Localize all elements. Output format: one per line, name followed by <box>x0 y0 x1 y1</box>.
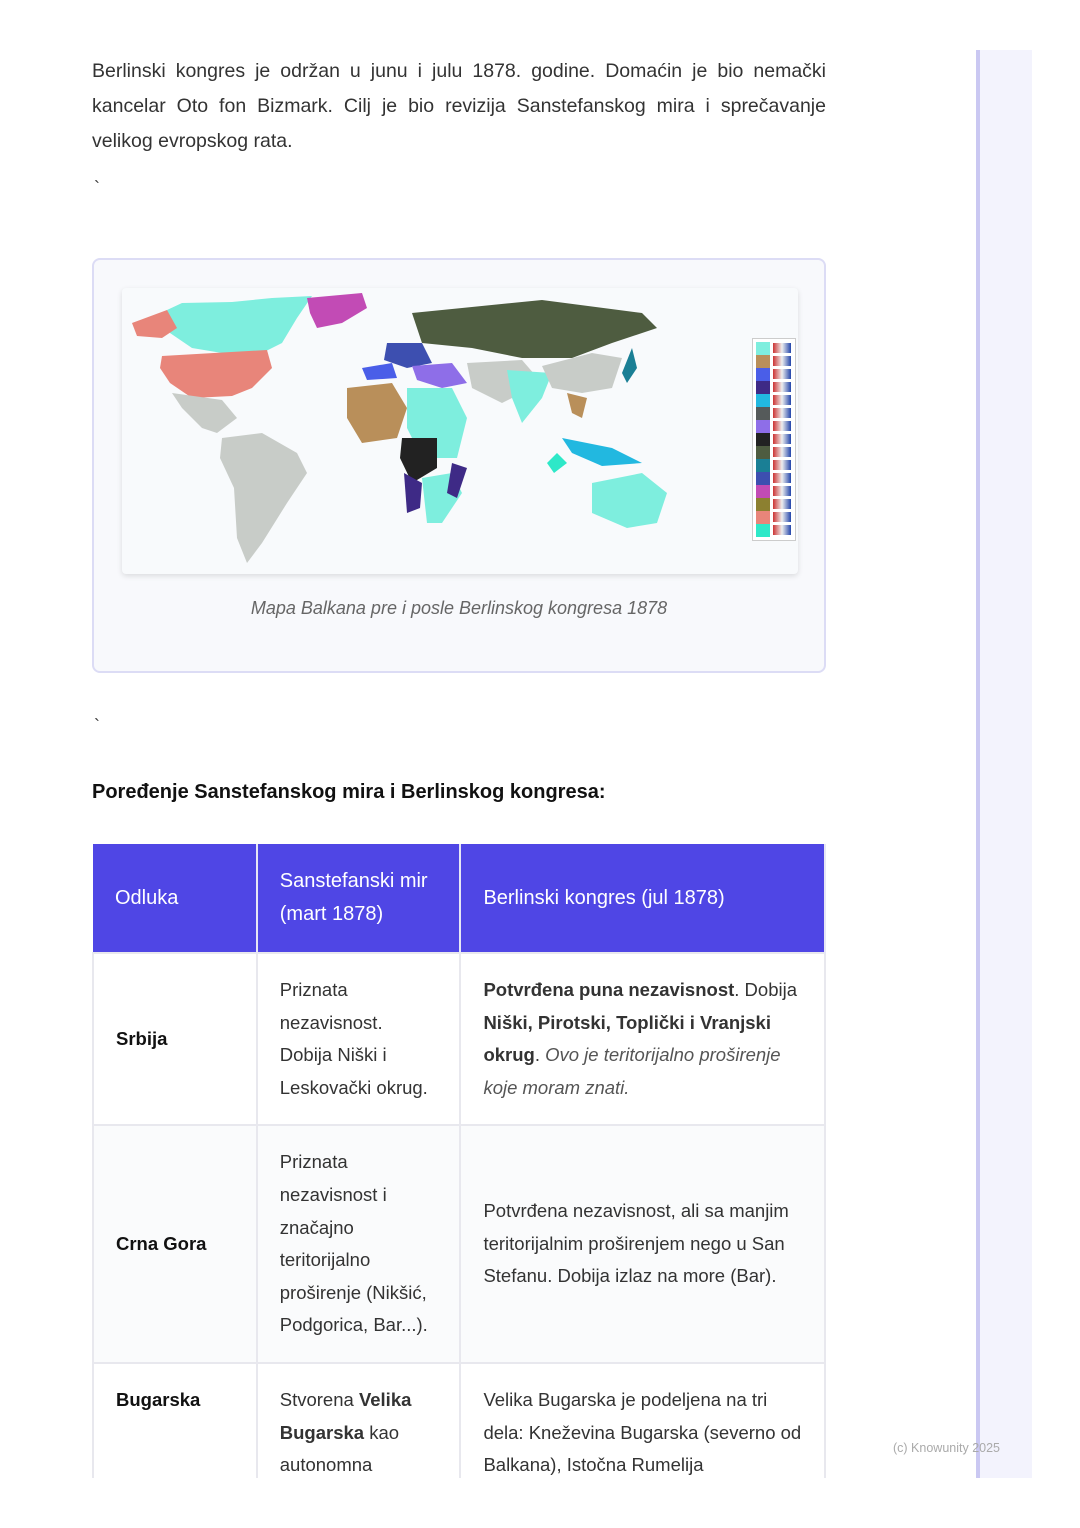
row-key: Bugarska <box>92 1361 258 1478</box>
flag-icon-turkey <box>773 421 791 431</box>
cell-berlin: Potvrđena puna nezavisnost. Dobija Niški… <box>459 951 826 1127</box>
flag-icon-denmark <box>773 486 791 496</box>
flag-icon-russia <box>773 447 791 457</box>
flag-icon-mexico <box>773 525 791 535</box>
table-header-row: Odluka Sanstefanski mir (mart 1878) Berl… <box>93 844 826 953</box>
cell-san-stefano: Priznata nezavisnost. Dobija Niški i Les… <box>255 951 462 1127</box>
backtick: ` <box>94 178 100 198</box>
legend-swatch <box>756 394 770 407</box>
column-header: Odluka <box>93 844 258 953</box>
comparison-table: Odluka Sanstefanski mir (mart 1878) Berl… <box>92 844 826 1478</box>
cell-berlin: Potvrđena nezavisnost, ali sa manjim ter… <box>459 1124 826 1364</box>
legend-entry <box>756 407 792 420</box>
legend-entry <box>756 498 792 511</box>
table-row: Crna Gora Priznata nezavisnost i značajn… <box>92 1124 826 1364</box>
flag-icon-sweden-norway <box>773 499 791 509</box>
flag-icon-portugal <box>773 382 791 392</box>
legend-entry <box>756 472 792 485</box>
flag-icon-spain <box>773 369 791 379</box>
legend-swatch <box>756 511 770 524</box>
intro-paragraph: Berlinski kongres je održan u junu i jul… <box>92 60 826 152</box>
document-content: Berlinski kongres je održan u junu i jul… <box>92 0 826 1478</box>
cell-san-stefano: Stvorena Velika Bugarska kao autonomna <box>255 1361 462 1478</box>
italic-note: Ovo je teritorijalno proširenje koje mor… <box>483 1044 781 1098</box>
text: Stvorena <box>279 1388 359 1410</box>
column-header: Berlinski kongres (jul 1878) <box>460 844 826 953</box>
flag-icon-france <box>773 356 791 366</box>
flag-icon-uk <box>773 343 791 353</box>
legend-swatch <box>756 472 770 485</box>
row-key: Crna Gora <box>92 1124 258 1364</box>
flag-icon-japan <box>773 460 791 470</box>
bold-text: Velika Bugarska <box>279 1388 412 1443</box>
table-row: Srbija Priznata nezavisnost. Dobija Nišk… <box>92 951 826 1127</box>
flag-icon-argentina <box>773 395 791 405</box>
world-map-image <box>122 288 798 574</box>
legend-swatch <box>756 420 770 433</box>
cell-berlin: Velika Bugarska je podeljena na tri dela… <box>459 1361 826 1478</box>
legend-swatch <box>756 459 770 472</box>
section-heading: Poređenje Sanstefanskog mira i Berlinsko… <box>92 781 606 803</box>
legend-entry <box>756 485 792 498</box>
copyright-footer: (c) Knowunity 2025 <box>893 1441 1001 1455</box>
legend-entry <box>756 524 792 537</box>
legend-entry <box>756 433 792 446</box>
text: . Dobija <box>734 979 798 1000</box>
figure-caption: Mapa Balkana pre i posle Berlinskog kong… <box>250 598 668 618</box>
legend-entry <box>756 511 792 524</box>
legend-swatch <box>756 524 770 537</box>
map-legend <box>752 338 796 541</box>
legend-swatch <box>756 368 770 381</box>
legend-entry <box>756 446 792 459</box>
flag-icon-belgium <box>773 434 791 444</box>
legend-entry <box>756 355 792 368</box>
legend-swatch <box>756 498 770 511</box>
flag-icon-usa <box>773 512 791 522</box>
text: . <box>534 1044 546 1066</box>
legend-entry <box>756 459 792 472</box>
map-figure: Mapa Balkana pre i posle Berlinskog kong… <box>92 258 826 673</box>
text: kao autonomna <box>279 1421 400 1476</box>
legend-entry <box>756 420 792 433</box>
legend-swatch <box>756 355 770 368</box>
flag-icon-germany <box>773 473 791 483</box>
side-panel <box>976 50 1032 1478</box>
row-key: Srbija <box>92 951 258 1127</box>
legend-swatch <box>756 446 770 459</box>
backtick: ` <box>94 716 100 736</box>
legend-entry <box>756 381 792 394</box>
legend-swatch <box>756 381 770 394</box>
legend-entry <box>756 394 792 407</box>
bold-text: Niški, Pirotski, Toplički i Vranjski okr… <box>483 1011 771 1066</box>
legend-swatch <box>756 433 770 446</box>
legend-swatch <box>756 485 770 498</box>
table-row: Bugarska Stvorena Velika Bugarska kao au… <box>92 1361 826 1478</box>
bold-text: Potvrđena puna nezavisnost <box>483 979 735 1000</box>
legend-entry <box>756 342 792 355</box>
flag-icon-german-empire <box>773 408 791 418</box>
legend-swatch <box>756 342 770 355</box>
legend-entry <box>756 368 792 381</box>
column-header: Sanstefanski mir (mart 1878) <box>256 844 462 953</box>
legend-swatch <box>756 407 770 420</box>
cell-san-stefano: Priznata nezavisnost i značajno teritori… <box>255 1124 462 1364</box>
